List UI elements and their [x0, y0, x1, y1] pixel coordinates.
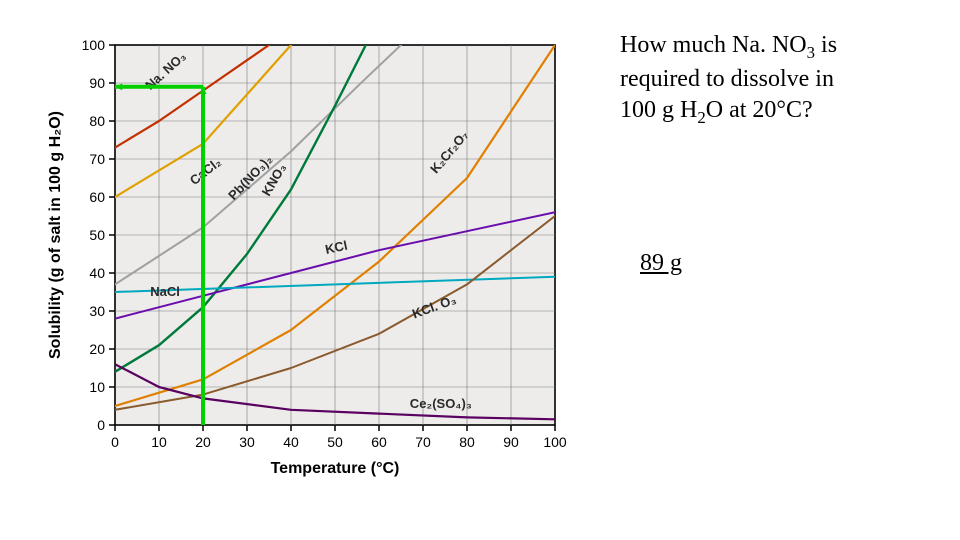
svg-text:10: 10	[151, 434, 167, 450]
question-text: How much Na. NO3 is required to dissolve…	[620, 30, 940, 128]
chart-svg: 0 10 20 30 40 50 60 70 80 90 100 0 10 20 30 40 50 60 70 80 9…	[20, 20, 600, 500]
question-sub1: 3	[807, 43, 815, 62]
svg-text:90: 90	[503, 434, 519, 450]
svg-text:0: 0	[111, 434, 119, 450]
question-sub2: 2	[697, 108, 705, 127]
svg-text:NaCl: NaCl	[150, 284, 180, 299]
svg-text:30: 30	[239, 434, 255, 450]
svg-text:70: 70	[89, 151, 105, 167]
question-line2: required to dissolve in	[620, 66, 834, 92]
svg-text:40: 40	[283, 434, 299, 450]
svg-text:70: 70	[415, 434, 431, 450]
svg-text:Ce₂(SO₄)₃: Ce₂(SO₄)₃	[410, 396, 472, 411]
svg-text:20: 20	[89, 341, 105, 357]
svg-text:Temperature (°C): Temperature (°C)	[271, 460, 400, 477]
question-line3b: O at 20°C?	[706, 97, 813, 123]
question-line1a: How much Na. NO	[620, 32, 807, 58]
question-line3a: 100 g H	[620, 97, 697, 123]
svg-text:80: 80	[459, 434, 475, 450]
svg-text:100: 100	[543, 434, 567, 450]
question-line1b: is	[815, 32, 837, 58]
svg-text:30: 30	[89, 303, 105, 319]
answer-text: 89 g	[640, 250, 682, 277]
svg-text:100: 100	[82, 37, 106, 53]
svg-text:50: 50	[89, 227, 105, 243]
svg-text:80: 80	[89, 113, 105, 129]
svg-text:60: 60	[371, 434, 387, 450]
svg-text:50: 50	[327, 434, 343, 450]
svg-text:20: 20	[195, 434, 211, 450]
svg-text:60: 60	[89, 189, 105, 205]
svg-text:40: 40	[89, 265, 105, 281]
solubility-chart: 0 10 20 30 40 50 60 70 80 90 100 0 10 20 30 40 50 60 70 80 9…	[20, 20, 600, 520]
svg-text:Solubility (g of salt in 100 g: Solubility (g of salt in 100 g H₂O)	[47, 111, 64, 359]
svg-text:0: 0	[97, 417, 105, 433]
svg-text:90: 90	[89, 75, 105, 91]
svg-text:10: 10	[89, 379, 105, 395]
